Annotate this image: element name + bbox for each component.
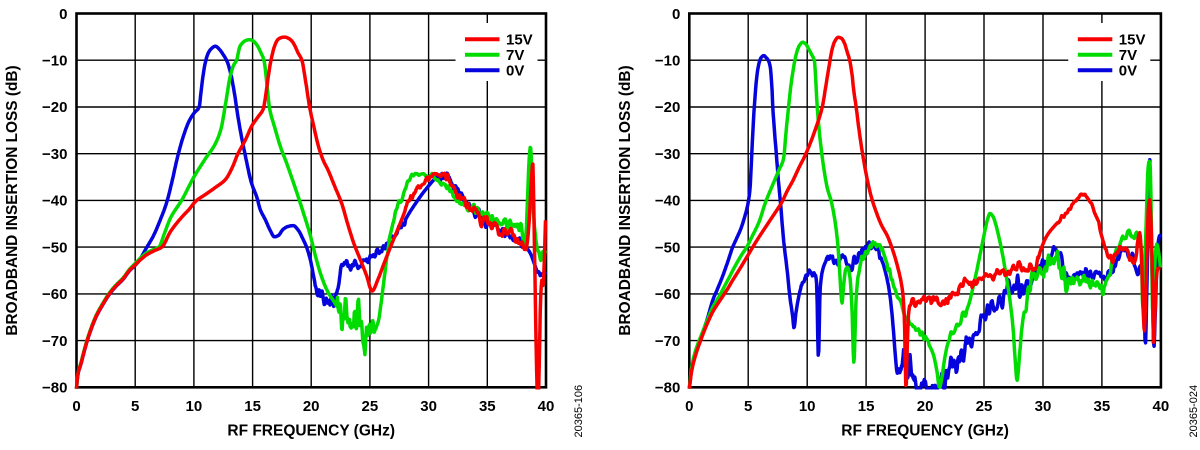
svg-text:7V: 7V (1119, 47, 1137, 64)
svg-text:−80: −80 (42, 380, 67, 397)
svg-text:−40: −40 (42, 193, 67, 210)
svg-text:40: 40 (1153, 398, 1170, 415)
svg-text:RF FREQUENCY (GHz): RF FREQUENCY (GHz) (227, 423, 395, 440)
svg-text:15V: 15V (1119, 31, 1146, 48)
svg-text:5: 5 (131, 398, 139, 415)
svg-text:−80: −80 (655, 380, 680, 397)
svg-text:10: 10 (799, 398, 816, 415)
svg-text:30: 30 (420, 398, 437, 415)
svg-text:−50: −50 (42, 239, 67, 256)
svg-text:−70: −70 (42, 333, 67, 350)
svg-text:0V: 0V (1119, 63, 1137, 80)
svg-text:−20: −20 (42, 99, 67, 116)
svg-text:0: 0 (685, 398, 693, 415)
svg-text:−10: −10 (655, 53, 680, 70)
svg-text:20365-024: 20365-024 (1188, 385, 1200, 438)
svg-text:30: 30 (1035, 398, 1052, 415)
svg-text:−30: −30 (655, 146, 680, 163)
svg-text:RF FREQUENCY (GHz): RF FREQUENCY (GHz) (841, 423, 1009, 440)
svg-text:−30: −30 (42, 146, 67, 163)
svg-text:−70: −70 (655, 333, 680, 350)
svg-text:20365-106: 20365-106 (573, 385, 585, 438)
svg-text:35: 35 (1094, 398, 1111, 415)
svg-text:−60: −60 (42, 286, 67, 303)
svg-text:−10: −10 (42, 53, 67, 70)
svg-text:35: 35 (479, 398, 496, 415)
svg-text:15: 15 (858, 398, 875, 415)
svg-text:−50: −50 (655, 239, 680, 256)
svg-text:25: 25 (362, 398, 379, 415)
svg-text:20: 20 (917, 398, 934, 415)
svg-text:0: 0 (72, 398, 80, 415)
svg-text:40: 40 (538, 398, 555, 415)
svg-text:7V: 7V (506, 47, 524, 64)
svg-text:0V: 0V (506, 63, 524, 80)
svg-text:15V: 15V (506, 31, 533, 48)
svg-text:25: 25 (976, 398, 993, 415)
svg-text:20: 20 (303, 398, 320, 415)
svg-text:0: 0 (59, 6, 67, 23)
svg-text:−60: −60 (655, 286, 680, 303)
svg-text:10: 10 (186, 398, 203, 415)
svg-text:0: 0 (672, 6, 680, 23)
svg-text:BROADBAND INSERTION LOSS (dB): BROADBAND INSERTION LOSS (dB) (617, 65, 634, 335)
svg-text:−40: −40 (655, 193, 680, 210)
svg-text:5: 5 (744, 398, 752, 415)
svg-text:15: 15 (244, 398, 261, 415)
svg-text:BROADBAND INSERTION LOSS (dB): BROADBAND INSERTION LOSS (dB) (4, 65, 21, 335)
svg-text:−20: −20 (655, 99, 680, 116)
